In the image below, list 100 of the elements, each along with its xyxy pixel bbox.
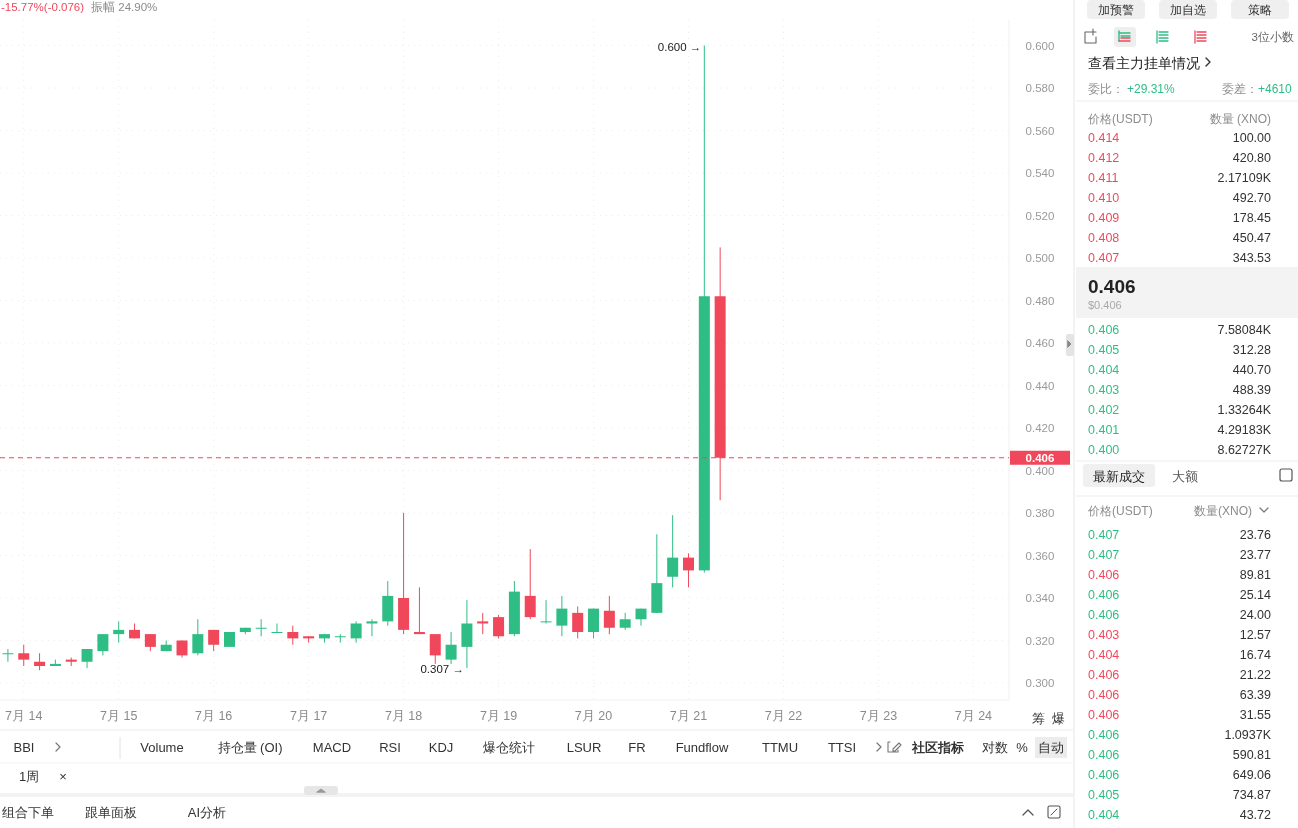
candlestick [255, 618, 267, 637]
text: 查看主力挂单情况 [1088, 55, 1200, 71]
candlestick [2, 648, 14, 663]
text: 0.400 8.62727K [1088, 443, 1272, 457]
text: 爆 [1051, 711, 1065, 726]
text: +4610 [1258, 82, 1293, 96]
text: 爆仓统计 [483, 740, 535, 755]
candlestick [588, 608, 600, 639]
x-tick-label: 7月 21 [669, 709, 708, 723]
candlestick [287, 625, 299, 646]
text: RSI [379, 740, 401, 755]
text: 0.406 24.00 [1088, 608, 1272, 622]
text: TTMU [761, 740, 799, 755]
text: 0.403 12.57 [1088, 628, 1272, 642]
text: 0.406 649.06 [1088, 768, 1272, 782]
text: 3位小数 [1251, 31, 1294, 43]
text: 筹 [1031, 711, 1045, 726]
candlestick [366, 618, 378, 637]
y-tick-label: 0.380 [1025, 507, 1055, 519]
text: 数量 (XNO) [1209, 112, 1271, 126]
text: 价格(USDT) [1087, 112, 1153, 126]
text: Volume [140, 740, 184, 755]
text: 0.401 4.29183K [1088, 423, 1272, 437]
text: 振幅 24.90% [91, 1, 158, 13]
text: 0.404 43.72 [1088, 808, 1272, 822]
text: 0.414 100.00 [1088, 131, 1272, 145]
text: 加自选 [1170, 3, 1206, 17]
text: 0.406 21.22 [1088, 668, 1272, 682]
x-tick-label: 7月 24 [954, 709, 993, 723]
text: 0.406 7.58084K [1088, 323, 1272, 337]
candlestick [81, 648, 93, 669]
candlestick [667, 514, 679, 588]
text: % [1016, 740, 1029, 755]
candlestick [271, 623, 283, 633]
y-tick-label: 0.460 [1025, 337, 1055, 349]
text: 1周 [18, 769, 40, 784]
text: $0.406 [1088, 299, 1122, 311]
text: 数量(XNO) [1194, 504, 1252, 518]
text: 0.405 312.28 [1088, 343, 1272, 357]
text: 0.406 1.0937K [1088, 728, 1272, 742]
text: 自动 [1038, 740, 1064, 755]
text: KDJ [428, 740, 454, 755]
candlestick [18, 644, 30, 667]
text: AI分析 [187, 805, 227, 820]
text: 加预警 [1098, 3, 1134, 17]
text: 0.403 488.39 [1088, 383, 1272, 397]
text: 0.408 450.47 [1088, 231, 1272, 245]
text: 最新成交 [1093, 469, 1145, 484]
candlestick [350, 620, 362, 644]
y-tick-label: 0.340 [1025, 592, 1055, 604]
y-tick-label: 0.440 [1025, 379, 1055, 392]
x-tick-label: 7月 19 [479, 709, 518, 723]
candlestick [461, 599, 473, 669]
x-tick-label: 7月 14 [5, 709, 43, 723]
y-tick-label: 0.420 [1025, 422, 1055, 434]
y-tick-label: 0.580 [1025, 82, 1055, 94]
x-tick-label: 7月 16 [195, 709, 233, 723]
text: 0.406 [1088, 276, 1136, 297]
candlestick [524, 548, 536, 620]
text: 0.404 16.74 [1088, 648, 1272, 662]
y-tick-label: 0.520 [1025, 209, 1055, 222]
y-tick-label: 0.320 [1025, 634, 1055, 647]
candlestick [97, 633, 109, 656]
x-tick-label: 7月 22 [764, 709, 803, 723]
text: 0.406 25.14 [1088, 588, 1272, 602]
text: 价格(USDT) [1087, 504, 1153, 518]
candlestick [603, 595, 615, 635]
text: 社区指标 [911, 740, 964, 755]
text: 0.412 420.80 [1088, 151, 1272, 165]
text: × [59, 769, 67, 784]
y-tick-label: 0.540 [1025, 167, 1055, 179]
text: 0.407 343.53 [1088, 251, 1272, 265]
candlestick [429, 633, 441, 665]
text: LSUR [566, 740, 602, 755]
y-tick-label: 0.480 [1025, 294, 1055, 307]
x-tick-label: 7月 18 [384, 709, 423, 723]
text: 跟单面板 [85, 805, 137, 820]
x-tick-label: 7月 20 [574, 709, 613, 723]
text: -15.77%(-0.076) [1, 1, 85, 13]
x-tick-label: 7月 15 [100, 709, 138, 723]
candlestick [445, 631, 457, 665]
candlestick [192, 618, 204, 656]
y-tick-label: 0.560 [1025, 124, 1055, 137]
text: 委差： [1222, 82, 1258, 96]
ref-line-label: 0.406 [1025, 451, 1055, 464]
text: 委比： [1088, 82, 1124, 96]
text: 0.407 23.76 [1088, 528, 1272, 542]
candlestick [682, 552, 694, 588]
candlestick [572, 606, 584, 639]
candlestick [556, 595, 568, 637]
text: MACD [312, 740, 352, 755]
text: 0.406 31.55 [1088, 708, 1272, 722]
y-tick-label: 0.400 [1025, 464, 1055, 477]
text: 对数 [982, 740, 1008, 755]
text: FR [628, 740, 646, 755]
text: 0.410 492.70 [1088, 191, 1272, 205]
text: 0.404 440.70 [1088, 363, 1272, 377]
text: 0.406 89.81 [1088, 568, 1272, 582]
text: 0.407 23.77 [1088, 548, 1272, 562]
annotation: 0.307 → [420, 663, 464, 676]
